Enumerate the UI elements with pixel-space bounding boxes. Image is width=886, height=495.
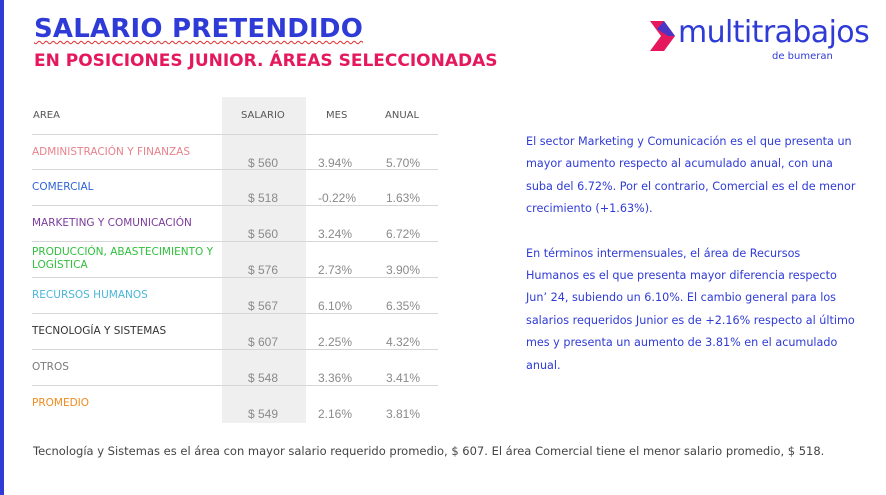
row-area: ADMINISTRACIÓN Y FINANZAS [32,146,191,158]
row-area: TECNOLOGÍA Y SISTEMAS [32,325,167,337]
table-row: PRODUCCIÓN, ABASTECIMIENTO Y LOGÍSTICA $… [32,242,438,278]
row-salario: $ 549 [248,407,279,421]
row-anual: 3.90% [386,263,421,277]
row-anual: 6.35% [386,299,421,313]
row-anual: 1.63% [386,191,421,205]
footnote: Tecnología y Sistemas es el área con may… [33,444,825,458]
row-mes: 3.36% [318,371,353,385]
table-row-promedio: PROMEDIO $ 549 2.16% 3.81% [32,386,438,422]
page-subtitle: EN POSICIONES JUNIOR. ÁREAS SELECCIONADA… [34,51,498,71]
row-mes: 2.25% [318,335,353,349]
page-title-text: SALARIO PRETENDIDO [34,14,364,44]
row-area: MARKETING Y COMUNICACIÓN [32,217,192,229]
table-row: ADMINISTRACIÓN Y FINANZAS $ 560 3.94% 5.… [32,134,438,170]
left-accent-bar [0,0,4,495]
chevron-logo-icon [650,21,675,51]
row-mes: 2.73% [318,263,353,277]
row-anual: 4.32% [386,335,421,349]
row-salario: $ 567 [248,299,279,313]
row-area: PROMEDIO [32,397,90,409]
row-anual: 6.72% [386,227,421,241]
row-area: COMERCIAL [32,181,94,193]
salary-column-highlight [222,97,306,423]
row-salario: $ 548 [248,371,279,385]
row-anual: 3.41% [386,371,421,385]
row-salario: $ 560 [248,156,279,170]
commentary-paragraph-2: En términos intermensuales, el área de R… [526,246,855,372]
row-anual: 5.70% [386,156,421,170]
row-mes: 3.24% [318,227,353,241]
row-area: RECURSOS HUMANOS [32,289,148,301]
logo-wordmark: multitrabajos [678,15,870,50]
row-mes: 2.16% [318,407,353,421]
row-mes: -0.22% [318,191,357,205]
row-salario: $ 518 [248,191,279,205]
row-area: PRODUCCIÓN, ABASTECIMIENTO Y LOGÍSTICA [32,246,214,271]
salary-table: ADMINISTRACIÓN Y FINANZAS $ 560 3.94% 5.… [32,134,438,422]
commentary-paragraph-1: El sector Marketing y Comunicación es el… [526,135,856,216]
table-row: RECURSOS HUMANOS $ 567 6.10% 6.35% [32,278,438,314]
table-row: TECNOLOGÍA Y SISTEMAS $ 607 2.25% 4.32% [32,314,438,350]
col-header-area: AREA [33,110,60,121]
col-header-mes: MES [326,110,348,121]
row-salario: $ 560 [248,227,279,241]
row-salario: $ 576 [248,263,279,277]
table-row: COMERCIAL $ 518 -0.22% 1.63% [32,170,438,206]
row-salario: $ 607 [248,335,279,349]
row-anual: 3.81% [386,407,421,421]
col-header-anual: ANUAL [385,110,420,121]
page-title: SALARIO PRETENDIDO [34,14,363,44]
table-row: OTROS $ 548 3.36% 3.41% [32,350,438,386]
row-area: OTROS [32,361,69,373]
logo-tagline: de bumeran [772,51,833,62]
col-header-salario: SALARIO [241,110,285,121]
row-mes: 3.94% [318,156,353,170]
multitrabajos-logo: multitrabajos de bumeran [648,16,880,66]
table-row: MARKETING Y COMUNICACIÓN $ 560 3.24% 6.7… [32,206,438,242]
commentary: El sector Marketing y Comunicación es el… [526,131,856,399]
row-mes: 6.10% [318,299,353,313]
